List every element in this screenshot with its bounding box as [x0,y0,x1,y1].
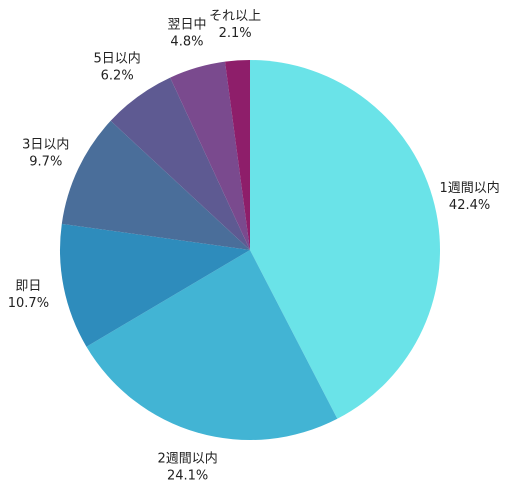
slice-label: 即日 [15,279,41,294]
slice-label: 1週間以内 [439,180,499,196]
slice-label: 翌日中 [167,17,206,32]
slice-label: 2週間以内 [157,451,217,467]
slice-label: それ以上 [209,9,261,24]
pie-slice [170,61,250,250]
pie-slice [59,223,250,347]
slice-value: 6.2% [101,69,134,84]
slice-value: 24.1% [167,469,208,484]
slice-value: 10.7% [8,296,49,311]
pie-slice [225,60,250,250]
slice-value: 4.8% [170,34,203,49]
slice-label: 3日以内 [22,137,69,153]
slice-value: 2.1% [219,26,252,41]
pie-slice [86,250,338,440]
pie-slice [110,77,250,250]
pie-slice [250,60,440,419]
slice-value: 9.7% [29,155,62,170]
slice-label: 5日以内 [94,51,141,67]
slice-value: 42.4% [449,198,490,213]
pie-slice [61,120,250,250]
